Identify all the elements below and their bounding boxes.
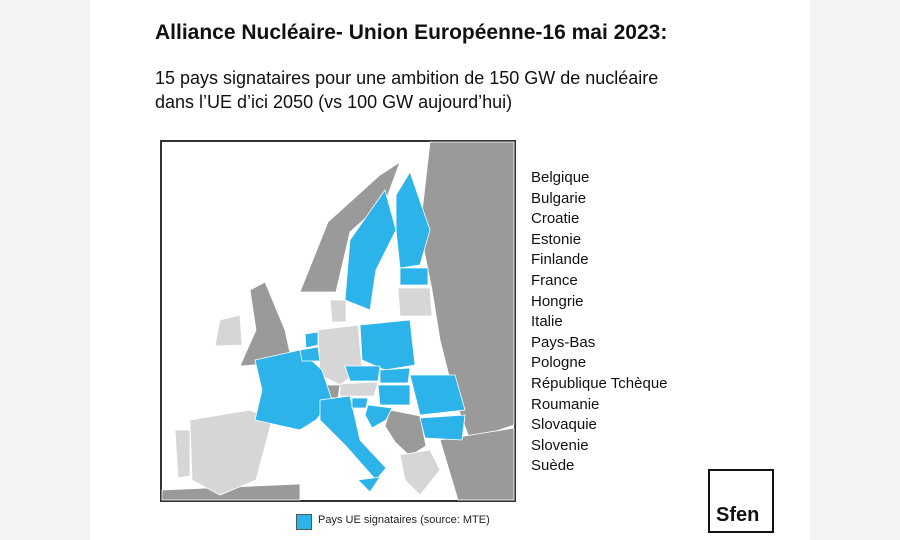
- country-name: Hongrie: [531, 292, 584, 310]
- country-list: Belgique Bulgarie Croatie Estonie Finlande Fr…: [531, 168, 668, 477]
- country-name: Slovenie: [531, 436, 589, 454]
- country-name: Slovaquie: [531, 416, 597, 434]
- country-name: France: [531, 271, 578, 289]
- subtitle: 15 pays signataires pour une ambition de…: [155, 68, 659, 88]
- country-name: Finlande: [531, 251, 589, 269]
- country-name: Italie: [531, 313, 563, 331]
- subtitle: dans l’UE d’ici 2050 (vs 100 GW aujourd’…: [155, 92, 513, 112]
- legend-swatch: [296, 514, 312, 530]
- europe-map: [160, 140, 516, 502]
- country-name: République Tchèque: [531, 374, 668, 392]
- country-name: Roumanie: [531, 395, 600, 413]
- country-name: Suède: [531, 457, 575, 475]
- country-name: Estonie: [531, 230, 582, 248]
- title: Alliance Nucléaire- Union Européenne-16 …: [155, 21, 668, 44]
- country-name: Bulgarie: [531, 189, 587, 207]
- country-name: Belgique: [531, 169, 590, 186]
- logo-text: Sfen: [716, 504, 760, 526]
- legend-label: Pays UE signataires (source: MTE): [318, 514, 490, 526]
- logo: Sfen: [708, 469, 774, 533]
- country-name: Pays-Bas: [531, 333, 596, 351]
- country-name: Pologne: [531, 354, 587, 372]
- country-name: Croatie: [531, 210, 580, 228]
